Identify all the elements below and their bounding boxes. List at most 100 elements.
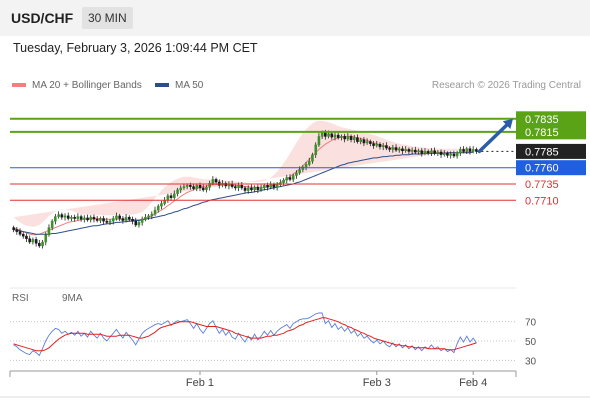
candle-body (173, 193, 176, 198)
candle (137, 220, 141, 228)
candle (391, 144, 395, 153)
candle (288, 174, 292, 182)
candle-body (118, 215, 121, 219)
candle-body (12, 227, 15, 230)
candle-body (192, 186, 195, 189)
candle (372, 140, 375, 149)
candle (340, 134, 343, 141)
level-box-0.7760 (516, 160, 586, 176)
candle-body (439, 151, 443, 155)
rsi-tick-50: 50 (525, 337, 537, 348)
timeframe-badge[interactable]: 30 MIN (82, 7, 133, 29)
level-label-0.7785: 0.7785 (525, 146, 559, 158)
candle-body (465, 148, 469, 152)
candle-body (44, 234, 48, 243)
candle-body (414, 149, 417, 153)
candle-body (166, 195, 170, 201)
candle-body (455, 152, 459, 157)
candle-body (426, 151, 430, 153)
level-box-0.7815 (516, 124, 586, 140)
candle-body (121, 218, 125, 221)
candle (385, 142, 388, 151)
candle (362, 137, 366, 147)
candle-body (259, 187, 263, 191)
rsi-ma-line (13, 317, 477, 352)
candle (301, 165, 305, 173)
legend-9ma: 9MA (62, 293, 83, 304)
candle (169, 193, 173, 201)
candle-body (359, 139, 363, 142)
candle-body (314, 144, 318, 155)
candle (414, 146, 417, 155)
candle (57, 211, 60, 219)
candle-body (198, 185, 202, 189)
candle-body (417, 150, 420, 153)
candle-body (156, 205, 160, 211)
candle-body (272, 184, 276, 188)
level-label-0.7710: 0.7710 (525, 195, 559, 207)
candle (420, 148, 424, 157)
candle (134, 217, 138, 227)
candle-body (182, 186, 186, 189)
candle-body (70, 216, 73, 219)
candle (50, 219, 54, 231)
candle (246, 185, 250, 194)
legend-ma50: MA 50 (155, 80, 203, 91)
candle (404, 146, 407, 153)
candle-body (369, 141, 372, 144)
candle-body (99, 218, 102, 221)
credit-label: Research © 2026 Trading Central (431, 80, 581, 91)
candle-body (25, 235, 28, 239)
candle-body (269, 184, 273, 188)
candle-body (18, 231, 22, 235)
candle-body (86, 217, 89, 221)
candle (465, 146, 469, 155)
candle-body (324, 132, 327, 137)
candle-body (185, 185, 189, 187)
candle (459, 146, 462, 156)
projection-arrow-head (502, 118, 513, 129)
candle (397, 146, 401, 153)
legend-ma20: MA 20 + Bollinger Bands (12, 80, 142, 91)
legend-9ma-label: 9MA (62, 293, 83, 304)
candle-body (256, 186, 260, 191)
candle-body (38, 243, 41, 247)
candle-body (298, 169, 301, 174)
candle (436, 150, 440, 156)
candle (105, 217, 109, 225)
candle (452, 150, 456, 158)
candle (381, 142, 385, 151)
candle-body (47, 227, 51, 236)
candle (54, 213, 57, 225)
candle-body (214, 179, 218, 183)
level-box-0.7785 (516, 143, 586, 159)
candle (83, 215, 86, 223)
candle-body (153, 209, 157, 215)
candle (15, 226, 19, 235)
candle (346, 133, 350, 141)
candle-body (60, 214, 64, 218)
candle (102, 215, 105, 225)
candle (433, 147, 436, 156)
candle-body (79, 216, 83, 220)
candle (311, 152, 314, 164)
candle-body (150, 213, 154, 217)
candle (455, 150, 459, 159)
candle (18, 228, 22, 237)
candle (295, 170, 298, 179)
legend-ma50-swatch (155, 83, 169, 88)
candle (401, 146, 404, 155)
candle-body (83, 217, 86, 220)
candle-body (224, 183, 228, 187)
candle-body (201, 187, 205, 191)
candle-body (179, 187, 183, 191)
candle-body (266, 185, 269, 188)
candle (214, 177, 218, 185)
candle (462, 146, 465, 154)
x-tick-label-Feb-1: Feb 1 (186, 377, 214, 389)
candle-body (246, 187, 250, 191)
candle-body (436, 151, 440, 154)
candle (240, 182, 244, 190)
candle-body (404, 149, 407, 151)
candle-body (330, 133, 334, 138)
